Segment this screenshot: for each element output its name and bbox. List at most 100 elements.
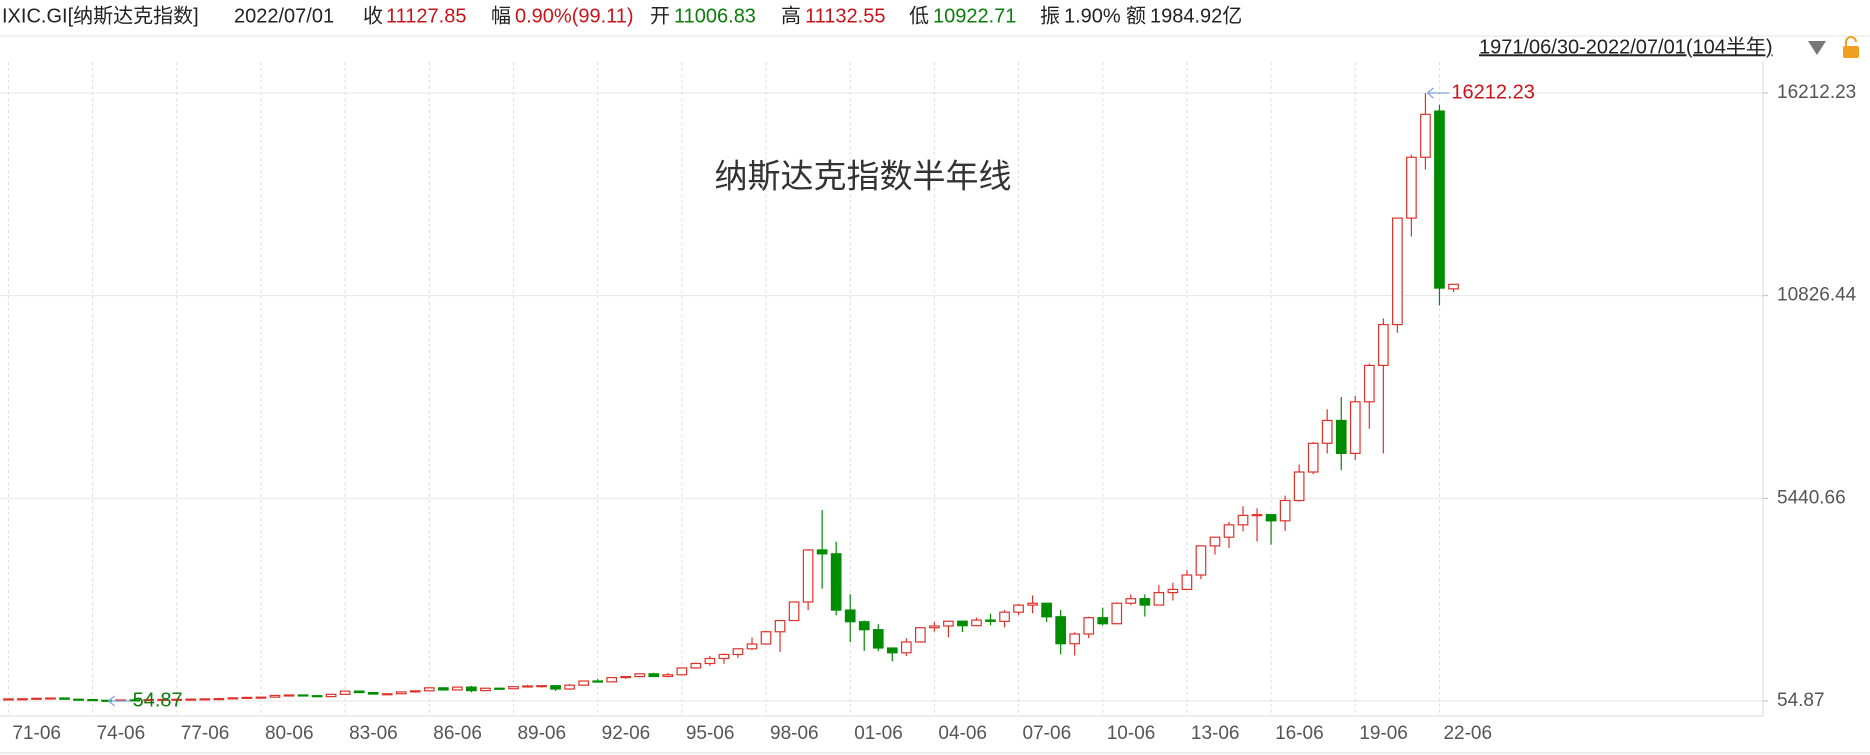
y-tick-label: 10826.44 [1777,285,1857,306]
open-label: 开 [650,5,670,27]
candle-body [522,685,533,688]
security-name: IXIC.GI[纳斯达克指数] [2,4,199,27]
candle-body [1055,616,1067,645]
candle-body [1195,545,1207,576]
x-tick-label: 74-06 [97,723,146,744]
change-label: 幅 [491,4,511,27]
candle-body [311,695,323,698]
candle-body [1406,156,1417,219]
candle-body [1069,633,1081,645]
candle-body [1041,602,1052,618]
candle-body [353,690,365,694]
candle-body [844,609,856,623]
x-tick-label: 98-06 [770,723,819,744]
candle-body [1265,514,1277,522]
candle-body [508,686,519,690]
x-tick-label: 19-06 [1359,723,1408,744]
candle-body [1335,419,1347,454]
candle-body [227,697,239,700]
candle-body [1181,574,1193,591]
range-selector[interactable]: 1971/06/30-2022/07/01(104半年) [1479,35,1773,58]
candle-body [704,657,716,665]
candle-body [690,662,702,669]
candle-body [816,549,828,555]
amplitude-value: 1.90% [1064,5,1121,27]
candle-body [1363,364,1375,403]
candle-body [452,686,463,691]
y-tick-label: 5440.66 [1777,487,1846,508]
candle-body [578,680,589,686]
candle-body [1167,588,1179,594]
x-tick-label: 83-06 [349,723,398,744]
candle-body [1307,442,1319,473]
y-tick-label: 16212.23 [1777,82,1856,103]
x-tick-label: 13-06 [1191,723,1240,744]
candle-body [297,694,309,697]
candle-body [437,687,449,691]
x-tick-label: 01-06 [854,723,903,744]
candle-body [171,698,183,701]
candle-body [423,687,435,692]
x-tick-label: 71-06 [12,723,61,744]
candle-body [1392,217,1403,326]
close-value: 11127.85 [386,5,466,27]
x-tick-label: 92-06 [602,723,651,744]
candle-body [1125,598,1137,604]
x-tick-label: 89-06 [517,723,566,744]
candle-body [31,697,42,700]
open-value: 11006.83 [674,5,756,27]
candle-body [199,698,211,701]
candle-body [830,553,842,611]
x-tick-label: 77-06 [181,723,230,744]
x-tick-label: 10-06 [1107,723,1156,744]
candle-body [1209,536,1221,547]
close-label: 收 [363,4,383,27]
candle-body [943,620,954,627]
x-tick-label: 07-06 [1023,723,1072,744]
candle-body [999,611,1010,622]
candle-body [1111,602,1123,625]
candle-body [676,667,688,676]
lock-shackle [1845,36,1857,46]
x-tick-label: 86-06 [433,723,482,744]
x-tick-label: 04-06 [938,723,987,744]
min-label-arrow [108,695,131,707]
low-label: 低 [909,4,929,27]
candle-body [550,685,561,690]
candle-body [255,696,267,699]
candle-body [494,687,505,690]
candle-body [746,643,758,650]
candle-body [241,696,253,699]
dropdown-arrow[interactable] [1808,41,1826,55]
candle-body [87,699,98,702]
candle-body [3,698,14,701]
candle-body [564,684,575,690]
candle-body [409,690,421,693]
candle-body [1279,499,1291,522]
candle-body [858,621,870,631]
candle-body [872,629,884,649]
candle-body [1349,401,1361,454]
candle-body [620,675,632,679]
candle-body [466,686,477,692]
date: 2022/07/01 [234,5,334,27]
chart-title: 纳斯达克指数半年线 [715,158,1012,195]
x-tick-label: 16-06 [1275,723,1324,744]
candle-body [760,631,772,645]
x-tick-label: 22-06 [1443,723,1492,744]
candle-body [325,693,337,698]
candle-body [1027,602,1038,606]
amplitude-label: 振 [1040,4,1060,27]
candle-body [283,694,295,697]
high-label: 高 [781,4,801,27]
candle-body [971,619,982,627]
lock-icon[interactable] [1843,46,1859,58]
candle-body [1237,514,1249,526]
candle-body [269,694,281,698]
candle-body [957,620,968,627]
candle-body [59,697,70,700]
high-value: 11132.55 [805,5,885,27]
candle-body [1377,323,1389,367]
